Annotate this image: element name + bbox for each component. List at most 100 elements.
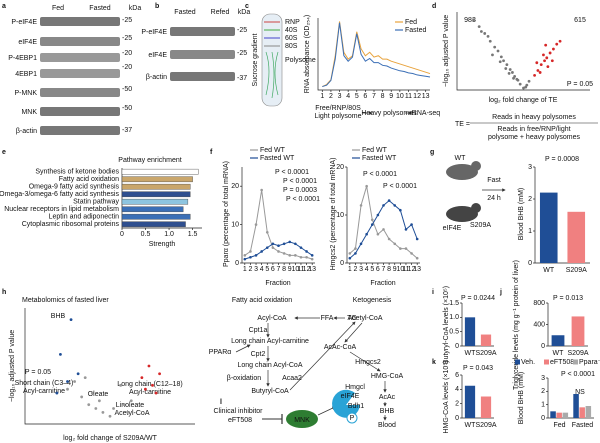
point [299,246,303,249]
x-tick-label: 3 [359,266,363,273]
x-tick-label: 6 [376,266,380,273]
point [59,353,62,356]
point [535,61,539,65]
point [387,237,391,241]
category-label: WT [543,267,555,274]
point [144,387,147,391]
annotation: Short chain (C3–4) [15,380,74,387]
y-tick-label: 2 [541,388,545,395]
x-tick-label: 12 [408,266,416,273]
legend-swatch [573,359,578,365]
annotation: P = 0.013 [553,295,583,302]
point [558,39,562,43]
panel-letter: e [2,149,6,156]
point [310,257,314,261]
point [410,252,413,255]
legend-label: Fed [405,19,417,26]
point [491,53,494,57]
kinase: MNK [294,417,310,424]
point [533,73,536,77]
point [94,407,98,410]
category-label: WT [465,422,477,429]
mice [446,161,506,222]
point [538,71,542,74]
panel-letter: d [432,3,436,10]
panel-letter: f [210,149,213,156]
point [154,391,158,395]
point [486,34,490,38]
fraction-label: RNA-seq [412,110,441,117]
annotation: P < 0.0001 [363,171,397,178]
y-tick-label: 0 [455,415,459,422]
x-tick-label: 1 [320,93,324,100]
point [87,403,91,407]
category-label: Synthesis of ketone bodies [35,169,119,176]
y-tick-label: 0 [235,260,239,267]
y-tick-label: 20 [336,164,344,171]
point [271,242,275,246]
lane-label: Fasted [174,9,196,16]
point [249,255,252,259]
metabolite: AcAc [379,394,396,401]
x-tick-label: 13 [422,93,430,100]
bar [579,407,585,418]
y-tick-label: 4 [455,386,459,393]
point [115,411,119,414]
point [151,383,154,387]
y-axis-label: Pparα (percentage of total mRNA) [223,161,230,267]
category-label: Cytoplasmic ribosomal proteins [22,221,120,228]
point [393,242,397,246]
point [260,250,263,253]
inhibitor-diagram [262,389,360,428]
annotation: Acyl-carnitine [129,389,171,396]
point [496,49,500,53]
point [399,208,402,212]
y-tick-label: 0 [455,343,459,350]
row-label: eIF4E [18,39,37,46]
bar [573,394,579,418]
x-tick-label: 4 [365,266,369,273]
bar [567,211,586,263]
line [349,186,418,259]
x-tick-label: 10 [396,266,404,273]
x-tick-label: 10 [396,93,404,100]
inhibitor-label: Clinical inhibitor [213,408,263,415]
treatment: 24 h [487,195,501,202]
y-axis-label: Blood BHB (mM) [518,188,525,241]
x-tick-label: 12 [303,266,311,273]
x-tick-label: 9 [389,93,393,100]
metabolite: Long chain Acyl-CoA [238,362,303,369]
formula: polysome + heavy polysomes [488,134,581,141]
point [404,247,408,250]
lane-label: Fasted [89,5,111,12]
x-tick-label: 11 [405,93,412,100]
point [260,188,263,192]
x-tick-label: 4 [260,266,264,273]
metabolite: Long chain Acyl-carnitine [231,338,309,345]
layer-label: RNP [285,19,300,26]
point [112,407,115,410]
point [415,256,419,260]
x-tick-label: 3 [338,93,342,100]
y-tick-label: 6 [455,372,459,379]
axis [317,18,430,91]
y-axis-label: HMG-CoA levels (×10⁵) [443,360,450,433]
legend-label: Ppara⁻/⁻ [579,359,600,366]
point [511,71,514,74]
point [158,372,161,376]
chart-title: Pathway enrichment [118,157,181,164]
y-axis-label: Hmgcs2 (percentage of total mRNA) [330,158,337,271]
metabolite: AcAc-CoA [324,344,357,351]
y-tick-label: 3 [541,375,545,382]
x-tick-label: 5 [265,266,269,273]
x-tick-label: 5 [370,266,374,273]
point [305,250,308,253]
row-label: 4EBP1 [15,71,37,78]
x-tick-label: 8 [381,93,385,100]
x-tick-label: 3 [254,266,258,273]
marker: -20 [122,64,132,71]
marker: -50 [122,86,132,93]
point [101,411,105,414]
point [393,204,397,207]
annotation: P = 0.05 [567,81,593,88]
